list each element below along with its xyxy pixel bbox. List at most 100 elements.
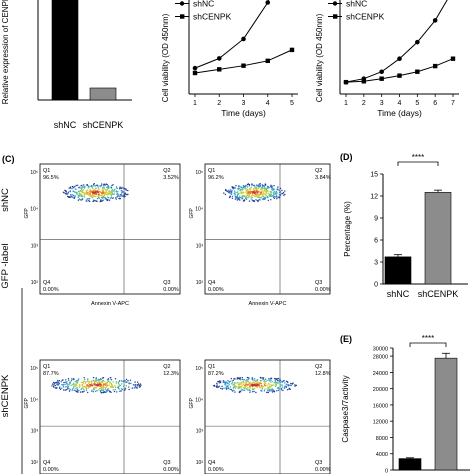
event-dot (258, 198, 260, 201)
event-dot (90, 384, 92, 386)
event-dot (251, 196, 253, 199)
event-dot (254, 385, 256, 387)
event-dot (95, 191, 98, 193)
event-dot (61, 383, 63, 386)
flow-y-label: GFP (24, 208, 30, 219)
event-dot (263, 185, 265, 187)
event-dot (100, 192, 103, 194)
event-dot (256, 194, 258, 197)
event-dot (89, 196, 92, 198)
event-dot (251, 382, 253, 384)
event-dot (246, 388, 248, 390)
event-dot (123, 389, 126, 391)
event-dot (71, 378, 73, 380)
event-dot (270, 379, 272, 381)
event-dot (92, 384, 94, 386)
event-dot (54, 387, 57, 389)
expression-bar-chart: Relative expression of CENPK shNC shCENPK (1, 0, 132, 130)
event-dot (71, 389, 73, 391)
event-dot (259, 184, 262, 187)
event-dot (237, 387, 239, 389)
event-dot (95, 193, 98, 196)
event-dot (116, 386, 119, 389)
y-tick-label: 10³ (31, 429, 39, 435)
event-dot (104, 193, 107, 195)
event-dot (92, 380, 94, 382)
event-dot (120, 390, 122, 392)
event-dot (69, 187, 72, 189)
event-dot (119, 194, 122, 196)
event-dot (92, 388, 95, 391)
event-dot (91, 197, 94, 199)
event-dot (73, 389, 76, 391)
event-dot (243, 379, 245, 381)
panel-label: (E) (340, 334, 352, 344)
event-dot (115, 198, 117, 200)
event-dot (243, 200, 245, 202)
event-dot (67, 378, 70, 380)
event-dot (239, 378, 241, 381)
event-dot (117, 385, 120, 388)
event-dot (241, 389, 243, 391)
event-dot (249, 189, 251, 191)
event-dot (86, 198, 88, 200)
event-dot (103, 188, 106, 190)
event-dot (250, 186, 252, 188)
y-tick-label: 15 (370, 172, 378, 179)
event-dot (267, 187, 269, 189)
event-dot (82, 191, 85, 194)
q2-label: Q2 (163, 168, 170, 174)
event-dot (124, 388, 127, 390)
event-dot (70, 384, 72, 386)
event-dot (239, 189, 241, 192)
event-dot (77, 190, 80, 193)
q1-label: Q1 (43, 364, 50, 370)
legend-label: shCENPK (346, 12, 385, 22)
y-tick-label: 10⁴ (30, 397, 38, 403)
event-dot (232, 379, 235, 382)
point-shCENPK (397, 73, 402, 78)
event-dot (229, 380, 231, 382)
event-dot (89, 386, 91, 388)
event-dot (281, 192, 283, 195)
event-dot (256, 188, 258, 191)
y-tick-label: 20000 (373, 387, 388, 393)
event-dot (254, 378, 256, 380)
event-dot (80, 199, 82, 201)
event-dot (289, 382, 292, 385)
event-dot (67, 387, 70, 389)
y-tick-label: 10² (196, 460, 204, 466)
event-dot (260, 187, 262, 190)
event-dot (113, 390, 116, 393)
event-dot (74, 383, 77, 386)
event-dot (233, 378, 235, 380)
event-dot (238, 187, 241, 190)
q1-value: 96.5% (43, 175, 59, 181)
event-dot (68, 196, 70, 198)
event-dot (240, 188, 243, 191)
event-dot (247, 389, 249, 391)
event-dot (246, 192, 248, 194)
event-dot (64, 193, 67, 195)
event-dot (268, 378, 270, 380)
event-dot (246, 189, 248, 191)
y-tick-label: 4000 (376, 452, 388, 458)
x-tick-label: 2 (362, 100, 366, 107)
event-dot (87, 386, 89, 389)
event-dot (270, 191, 273, 193)
event-dot (91, 186, 93, 189)
event-dot (270, 389, 272, 391)
event-dot (265, 194, 268, 197)
event-dot (217, 381, 219, 383)
event-dot (218, 385, 220, 387)
event-dot (114, 388, 117, 391)
event-dot (225, 388, 228, 391)
viability-line-chart-5d: Cell viability (OD 450nm) 1 2 3 4 5 Time (days… (161, 0, 298, 118)
event-dot (96, 189, 99, 192)
event-dot (74, 194, 76, 197)
event-dot (120, 383, 123, 385)
event-dot (247, 377, 250, 379)
q4-value: 0.00% (208, 467, 224, 473)
event-dot (252, 390, 254, 393)
event-dot (98, 387, 101, 390)
